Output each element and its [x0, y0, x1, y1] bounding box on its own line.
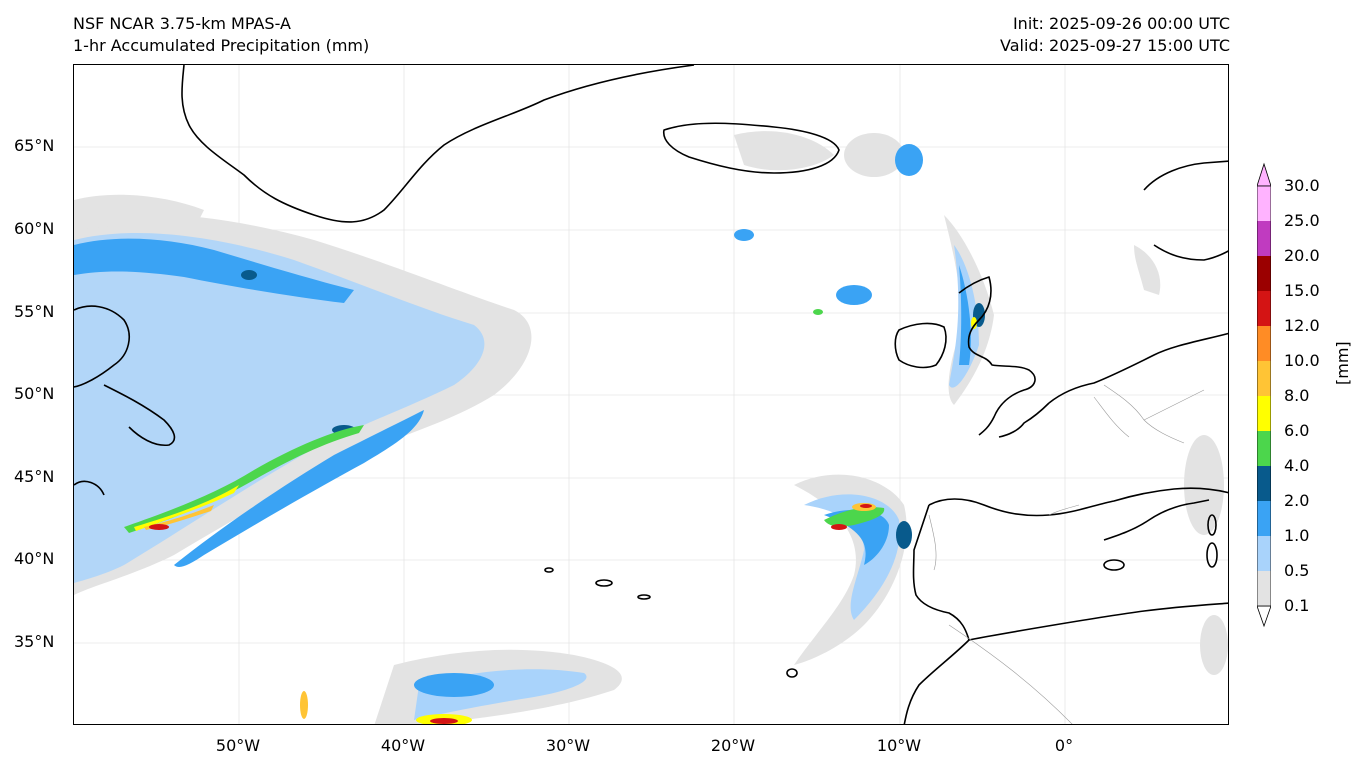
colorbar-bin-1.0-2.0 [1257, 501, 1271, 536]
lon-label-20w: 20°W [710, 736, 756, 755]
lat-label-40n: 40°N [14, 549, 55, 568]
colorbar-bin-12.0-15.0 [1257, 291, 1271, 326]
colorbar-tick-label: 0.5 [1284, 561, 1310, 580]
colorbar-tick-label: 0.1 [1284, 596, 1310, 615]
lon-label-50w: 50°W [215, 736, 261, 755]
precip-heavy-bands [124, 309, 977, 724]
country-borders [928, 384, 1205, 724]
colorbar-tick-label: 8.0 [1284, 386, 1310, 405]
colorbar-tick-label: 30.0 [1284, 176, 1320, 195]
lat-label-65n: 65°N [14, 136, 55, 155]
lat-label-50n: 50°N [14, 384, 55, 403]
colorbar-tick-label: 20.0 [1284, 246, 1320, 265]
precip-blue [74, 144, 971, 697]
colorbar-tick-label: 15.0 [1284, 281, 1320, 300]
colorbar-tick-label: 6.0 [1284, 421, 1310, 440]
map-panel [73, 64, 1229, 725]
colorbar-tick-label: 1.0 [1284, 526, 1310, 545]
colorbar-bin-25.0-30.0 [1257, 186, 1271, 221]
colorbar-unit-label: [mm] [1333, 341, 1352, 385]
colorbar-bin-8.0-10.0 [1257, 361, 1271, 396]
colorbar-tick-label: 10.0 [1284, 351, 1320, 370]
colorbar-tick-label: 4.0 [1284, 456, 1310, 475]
colorbar-tick-label: 2.0 [1284, 491, 1310, 510]
lat-label-35n: 35°N [14, 632, 55, 651]
title-block-left: NSF NCAR 3.75-km MPAS-A 1-hr Accumulated… [73, 13, 369, 57]
init-time: Init: 2025-09-26 00:00 UTC [1012, 14, 1230, 33]
lon-label-10w: 10°W [876, 736, 922, 755]
lat-label-55n: 55°N [14, 302, 55, 321]
map-canvas [74, 65, 1228, 724]
colorbar-bin-10.0-12.0 [1257, 326, 1271, 361]
coastlines [74, 65, 1228, 724]
colorbar-bin-0.1-0.5 [1257, 571, 1271, 606]
model-name: NSF NCAR 3.75-km MPAS-A [73, 14, 291, 33]
colorbar-tick-label: 25.0 [1284, 211, 1320, 230]
colorbar-bin-0.5-1.0 [1257, 536, 1271, 571]
field-name: 1-hr Accumulated Precipitation (mm) [73, 36, 370, 55]
colorbar-outline [1257, 185, 1271, 607]
lat-label-60n: 60°N [14, 219, 55, 238]
title-block-right: Init: 2025-09-26 00:00 UTC Valid: 2025-0… [1000, 13, 1230, 57]
lon-label-0: 0° [1054, 736, 1074, 755]
valid-time: Valid: 2025-09-27 15:00 UTC [999, 36, 1230, 55]
colorbar-bin-15.0-20.0 [1257, 256, 1271, 291]
colorbar-bin-20.0-25.0 [1257, 221, 1271, 256]
colorbar-tick-label: 12.0 [1284, 316, 1320, 335]
colorbar-extend-min [1257, 605, 1271, 628]
colorbar-extend-max [1257, 162, 1271, 187]
colorbar-bin-2.0-4.0 [1257, 466, 1271, 501]
lat-label-45n: 45°N [14, 467, 55, 486]
colorbar-bin-4.0-6.0 [1257, 431, 1271, 466]
lon-label-30w: 30°W [545, 736, 591, 755]
lon-label-40w: 40°W [380, 736, 426, 755]
colorbar-bin-6.0-8.0 [1257, 396, 1271, 431]
colorbar [1257, 162, 1271, 628]
